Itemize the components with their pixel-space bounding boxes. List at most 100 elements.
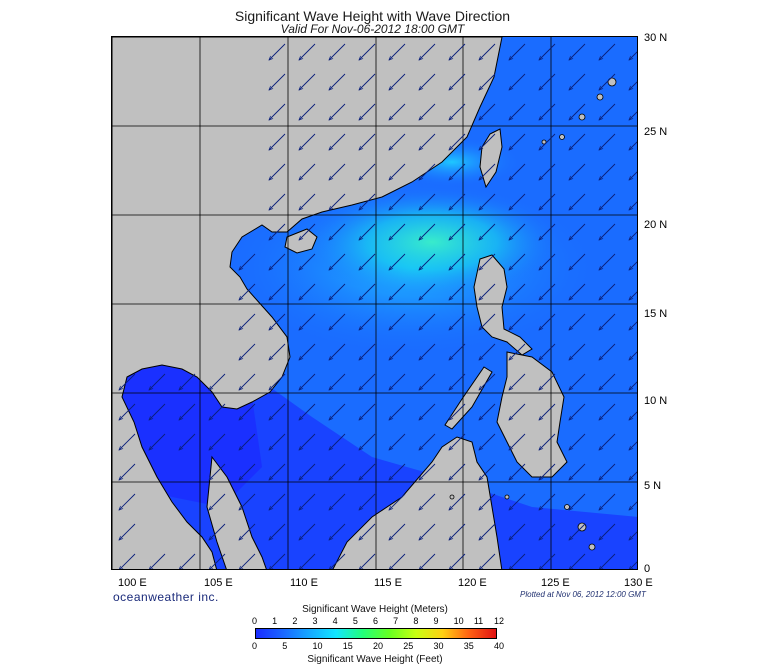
wave-direction-arrow bbox=[119, 493, 136, 510]
wave-direction-arrows bbox=[119, 43, 637, 569]
wave-direction-arrow bbox=[359, 223, 376, 240]
wave-direction-arrow bbox=[629, 381, 637, 390]
wave-direction-arrow bbox=[479, 73, 496, 90]
feet-tick-label: 0 bbox=[252, 641, 258, 651]
wave-direction-arrow bbox=[389, 433, 406, 450]
wave-direction-arrow bbox=[479, 403, 496, 420]
wave-direction-arrow bbox=[599, 223, 616, 240]
wave-direction-arrow bbox=[629, 261, 637, 270]
wave-direction-arrow bbox=[239, 253, 256, 270]
wave-direction-arrow bbox=[239, 433, 256, 450]
wave-direction-arrow bbox=[209, 433, 226, 450]
wave-direction-arrow bbox=[209, 373, 226, 390]
wave-direction-arrow bbox=[569, 133, 586, 150]
wave-direction-arrow bbox=[149, 553, 166, 569]
wave-direction-arrow bbox=[299, 313, 316, 330]
wave-direction-arrow bbox=[239, 343, 256, 360]
wave-direction-arrow bbox=[389, 523, 406, 540]
wave-direction-arrow bbox=[539, 403, 556, 420]
wave-direction-arrow bbox=[359, 433, 376, 450]
lon-label-105e: 105 E bbox=[204, 577, 233, 589]
lon-label-110e: 110 E bbox=[290, 577, 318, 589]
wave-direction-arrow bbox=[299, 73, 316, 90]
wave-direction-arrow bbox=[239, 493, 256, 510]
palawan bbox=[444, 366, 493, 430]
wave-direction-arrow bbox=[569, 343, 586, 360]
wave-direction-arrow bbox=[569, 373, 586, 390]
wave-direction-arrow bbox=[539, 103, 556, 120]
wave-direction-arrow bbox=[629, 471, 637, 480]
wave-direction-arrow bbox=[419, 313, 436, 330]
meters-tick-label: 11 bbox=[473, 616, 484, 626]
wave-direction-arrow bbox=[359, 193, 376, 210]
meters-tick-label: 7 bbox=[393, 616, 399, 626]
wave-direction-arrow bbox=[329, 223, 346, 240]
wave-direction-arrow bbox=[539, 253, 556, 270]
wave-direction-arrow bbox=[239, 463, 256, 480]
wave-direction-arrow bbox=[449, 403, 466, 420]
wave-direction-arrow bbox=[539, 463, 556, 480]
plotted-timestamp: Plotted at Nov 06, 2012 12:00 GMT bbox=[520, 590, 646, 599]
wave-direction-arrow bbox=[599, 343, 616, 360]
wave-direction-arrow bbox=[509, 463, 526, 480]
wave-direction-arrow bbox=[119, 373, 136, 390]
wave-direction-arrow bbox=[179, 403, 196, 420]
wave-direction-arrow bbox=[539, 133, 556, 150]
wave-direction-arrow bbox=[389, 373, 406, 390]
wave-direction-arrow bbox=[389, 463, 406, 480]
wave-map-svg bbox=[112, 37, 637, 569]
wave-direction-arrow bbox=[359, 103, 376, 120]
wave-direction-arrow bbox=[299, 103, 316, 120]
wave-direction-arrow bbox=[509, 553, 526, 569]
wave-direction-arrow bbox=[539, 163, 556, 180]
wave-direction-arrow bbox=[629, 501, 637, 510]
wave-direction-arrow bbox=[479, 133, 496, 150]
wave-direction-arrow bbox=[629, 531, 637, 540]
wave-direction-arrow bbox=[539, 523, 556, 540]
wave-direction-arrow bbox=[539, 343, 556, 360]
wave-direction-arrow bbox=[119, 433, 136, 450]
wave-direction-arrow bbox=[419, 403, 436, 420]
wave-direction-arrow bbox=[539, 493, 556, 510]
wave-direction-arrow bbox=[239, 403, 256, 420]
wave-direction-arrow bbox=[419, 193, 436, 210]
wave-direction-arrow bbox=[299, 433, 316, 450]
wave-direction-arrow bbox=[509, 43, 526, 60]
wave-direction-arrow bbox=[479, 103, 496, 120]
wave-direction-arrow bbox=[419, 163, 436, 180]
wave-direction-arrow bbox=[449, 193, 466, 210]
wave-direction-arrow bbox=[389, 283, 406, 300]
wave-direction-arrow bbox=[239, 553, 256, 569]
wave-direction-arrow bbox=[389, 253, 406, 270]
valid-time-subtitle: Valid For Nov-06-2012 18:00 GMT bbox=[280, 22, 465, 36]
wave-direction-arrow bbox=[269, 433, 286, 450]
wave-direction-arrow bbox=[239, 313, 256, 330]
wave-direction-arrow bbox=[359, 523, 376, 540]
wave-direction-arrow bbox=[509, 373, 526, 390]
wave-direction-arrow bbox=[329, 553, 346, 569]
wave-direction-arrow bbox=[509, 283, 526, 300]
wave-direction-arrow bbox=[509, 253, 526, 270]
wave-direction-arrow bbox=[359, 253, 376, 270]
wave-direction-arrow bbox=[149, 403, 166, 420]
wave-direction-arrow bbox=[449, 463, 466, 480]
wave-direction-arrow bbox=[329, 163, 346, 180]
feet-tick-label: 5 bbox=[282, 641, 288, 651]
wave-direction-arrow bbox=[419, 103, 436, 120]
wave-direction-arrow bbox=[269, 253, 286, 270]
wave-direction-arrow bbox=[359, 313, 376, 330]
wave-direction-arrow bbox=[299, 283, 316, 300]
wave-direction-arrow bbox=[299, 463, 316, 480]
wave-direction-arrow bbox=[239, 373, 256, 390]
wave-direction-arrow bbox=[599, 493, 616, 510]
wave-direction-arrow bbox=[329, 313, 346, 330]
meters-tick-label: 5 bbox=[352, 616, 358, 626]
wave-direction-arrow bbox=[329, 133, 346, 150]
wave-direction-arrow bbox=[509, 73, 526, 90]
chart-title: Significant Wave Height with Wave Direct… bbox=[234, 8, 511, 24]
wave-direction-arrow bbox=[509, 133, 526, 150]
wave-direction-arrow bbox=[299, 253, 316, 270]
wave-direction-arrow bbox=[389, 553, 406, 569]
wave-direction-arrow bbox=[509, 343, 526, 360]
wave-direction-arrow bbox=[389, 493, 406, 510]
